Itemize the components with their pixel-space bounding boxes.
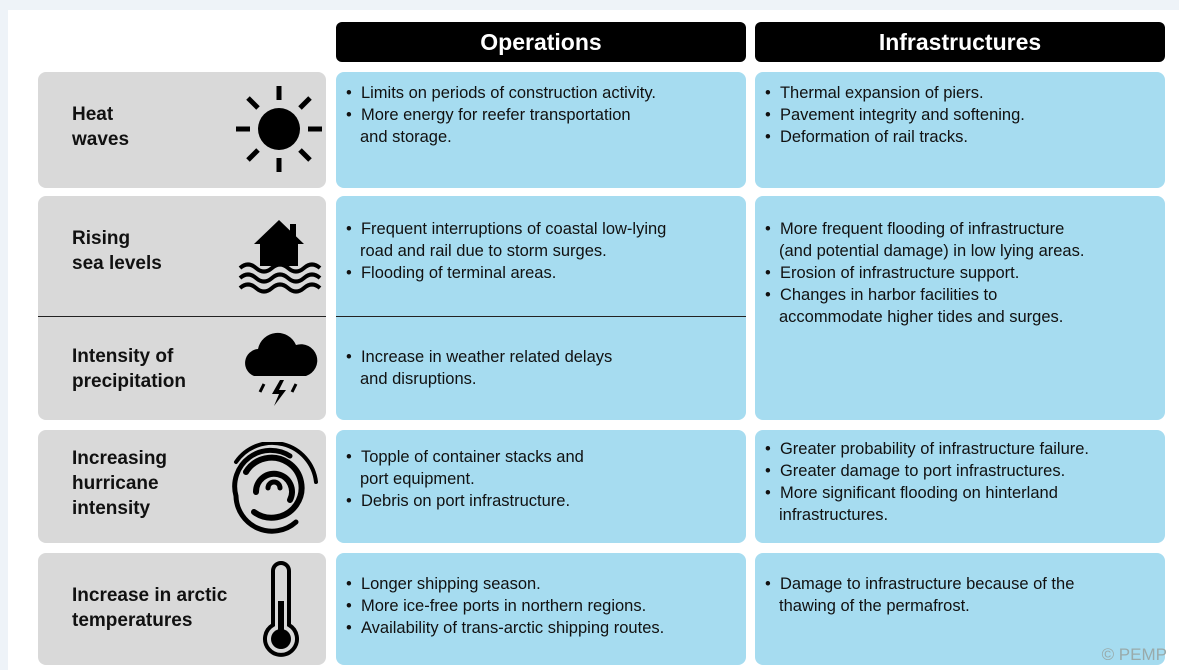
bullet: Greater damage to port infrastructures. [765, 460, 1089, 482]
bullet: Debris on port infrastructure. [346, 490, 584, 512]
bullet: Erosion of infrastructure support. [765, 262, 1084, 284]
bullet: Increase in weather related delays and d… [346, 346, 612, 390]
operations-cell: Longer shipping season. More ice-free po… [336, 553, 746, 665]
hurricane-icon [232, 442, 318, 534]
infrastructures-cell: Damage to infrastructure because of the … [755, 553, 1165, 665]
row-label: Increasing hurricane intensity [72, 448, 168, 519]
thermometer-icon [263, 561, 299, 657]
row-label-cell: Rising sea levels Intensity of precipita… [38, 196, 326, 420]
header: Infrastructures [755, 22, 1165, 62]
bullet: More energy for reefer transportation an… [346, 104, 656, 148]
bullet: Deformation of rail tracks. [765, 126, 1025, 148]
bullet: More frequent flooding of infrastructure… [765, 218, 1084, 262]
separator [336, 316, 746, 317]
bullet: More ice-free ports in northern regions. [346, 595, 664, 617]
row-label-cell: Increase in arctic temperatures [38, 553, 326, 665]
bullet: Changes in harbor facilities to accommod… [765, 284, 1084, 328]
bullet-list: More frequent flooding of infrastructure… [765, 218, 1084, 328]
infrastructures-cell: Thermal expansion of piers. Pavement int… [755, 72, 1165, 188]
bullet-list: Longer shipping season. More ice-free po… [346, 573, 664, 639]
operations-cell: Topple of container stacks and port equi… [336, 430, 746, 543]
bullet-list: Limits on periods of construction activi… [346, 82, 656, 148]
header: Operations [336, 22, 746, 62]
bullet-list: Thermal expansion of piers. Pavement int… [765, 82, 1025, 148]
row-label-cell: Increasing hurricane intensity [38, 430, 326, 543]
row-label: Rising sea levels [72, 228, 162, 274]
bullet-list: Topple of container stacks and port equi… [346, 446, 584, 512]
credit: © PEMP [1101, 645, 1167, 664]
operations-cell: Limits on periods of construction activi… [336, 72, 746, 188]
bullet: Pavement integrity and softening. [765, 104, 1025, 126]
bullet: More significant flooding on hinterland … [765, 482, 1089, 526]
flood-icon [238, 220, 322, 294]
infrastructures-cell: More frequent flooding of infrastructure… [755, 196, 1165, 420]
bullet: Availability of trans-arctic shipping ro… [346, 617, 664, 639]
bullet: Flooding of terminal areas. [346, 262, 666, 284]
row-label-cell: Heat waves [38, 72, 326, 188]
storm-icon [245, 332, 318, 406]
bullet-list: Greater probability of infrastructure fa… [765, 438, 1089, 526]
bullet-list: Increase in weather related delays and d… [346, 346, 612, 390]
bullet: Greater probability of infrastructure fa… [765, 438, 1089, 460]
row-label: Increase in arctic temperatures [72, 585, 228, 631]
bullet: Thermal expansion of piers. [765, 82, 1025, 104]
bullet: Limits on periods of construction activi… [346, 82, 656, 104]
row-label: Intensity of precipitation [72, 346, 187, 392]
operations-cell: Frequent interruptions of coastal low-ly… [336, 196, 746, 420]
infrastructures-cell: Greater probability of infrastructure fa… [755, 430, 1165, 543]
bullet-list: Damage to infrastructure because of the … [765, 573, 1074, 617]
row-label: Heat waves [72, 104, 130, 150]
bullet-list: Frequent interruptions of coastal low-ly… [346, 218, 666, 284]
bullet: Damage to infrastructure because of the … [765, 573, 1074, 617]
sun-icon [236, 86, 322, 172]
bullet: Frequent interruptions of coastal low-ly… [346, 218, 666, 262]
separator [38, 316, 326, 317]
bullet: Longer shipping season. [346, 573, 664, 595]
bullet: Topple of container stacks and port equi… [346, 446, 584, 490]
